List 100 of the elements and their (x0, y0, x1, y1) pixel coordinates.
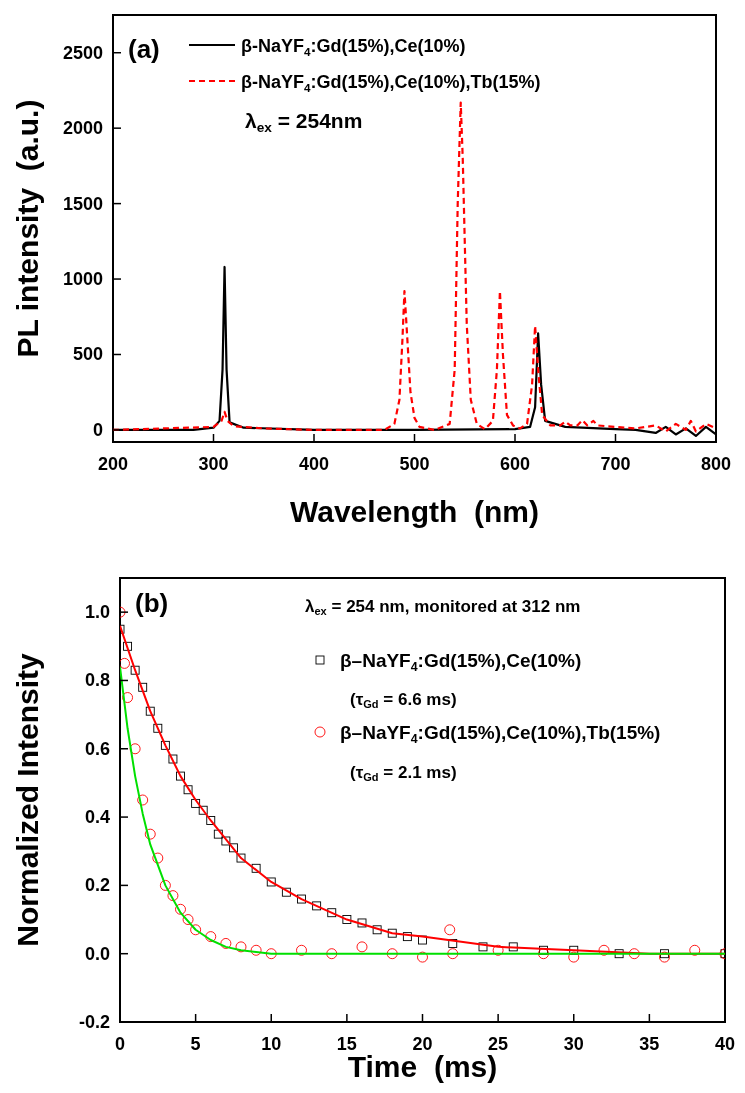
point (205, 931, 217, 943)
y-tick-label: -0.2 (78, 1012, 110, 1032)
point (198, 805, 208, 815)
y-tick-label: 0.4 (84, 807, 110, 828)
point (183, 785, 193, 795)
x-tick-label: 0 (114, 1034, 126, 1054)
point (568, 951, 580, 963)
point (614, 949, 624, 959)
point (418, 935, 427, 945)
x-tick-label: 40 (714, 1034, 736, 1054)
point (387, 928, 397, 938)
point (312, 901, 322, 911)
point (357, 918, 367, 928)
point (538, 948, 549, 960)
point (159, 879, 171, 891)
legend-label: β-NaYF$_{4}$:Gd(15%),Ce(10%),Tb(15%) (241, 72, 541, 94)
y-tick-label: 0.6 (84, 738, 110, 759)
point (598, 944, 610, 956)
point (342, 915, 352, 924)
point (296, 944, 307, 956)
point (444, 924, 456, 936)
point (144, 828, 156, 840)
point (386, 948, 398, 960)
point (628, 948, 640, 960)
x-tick-label: 700 (600, 454, 631, 474)
point (402, 932, 412, 942)
point (153, 723, 163, 733)
point (447, 948, 459, 960)
y-tick-label: 1500 (62, 193, 103, 214)
point (175, 903, 186, 915)
point (659, 951, 670, 963)
y-tick-label: 2000 (62, 118, 103, 139)
point (235, 941, 247, 953)
point (236, 853, 246, 863)
point (213, 829, 223, 839)
point (152, 852, 164, 864)
x-tick-label: 400 (298, 454, 330, 474)
point (221, 836, 231, 846)
point (417, 951, 428, 963)
y-tick-label: 500 (72, 344, 103, 365)
legend-label: β-NaYF$_{4}$:Gd(15%),Ce(10%) (241, 36, 466, 58)
annotation: λ$_{ex}$ = 254 nm, monitored at 312 nm (305, 597, 581, 618)
point (129, 743, 141, 755)
x-tick-label: 300 (198, 454, 229, 474)
point (120, 657, 130, 669)
point (326, 948, 338, 960)
legend-label: β–NaYF$_{4}$:Gd(15%),Ce(10%),Tb(15%) (340, 722, 661, 746)
y-tick-label: 2500 (62, 42, 103, 63)
legend-label: β–NaYF$_{4}$:Gd(15%),Ce(10%) (340, 650, 582, 674)
y-tick-label: 0.2 (84, 875, 110, 896)
point (220, 938, 232, 949)
y-tick-label: 0 (92, 419, 103, 440)
point (569, 945, 579, 955)
point (182, 914, 194, 925)
point (167, 890, 179, 902)
point (123, 641, 133, 651)
point (160, 740, 170, 750)
y-tick-label: 1.0 (84, 602, 110, 623)
point (266, 877, 276, 887)
annotation: (τ$_{Gd}$ = 6.6 ms) (350, 690, 457, 711)
point (138, 682, 148, 692)
point (190, 924, 202, 936)
y-tick-label: 0.0 (84, 943, 110, 964)
y-tick-label: 1000 (62, 269, 103, 290)
point (206, 816, 216, 825)
point (372, 925, 382, 935)
point (660, 949, 669, 959)
point (228, 843, 238, 853)
point (122, 692, 134, 703)
annotation: (a) (128, 34, 160, 64)
point (492, 944, 504, 956)
point (478, 942, 488, 952)
point (265, 948, 277, 960)
x-tick-label: 35 (639, 1034, 660, 1054)
point (508, 942, 518, 952)
annotation: λ$_{ex}$ = 254nm (245, 109, 363, 136)
point (168, 754, 178, 764)
x-tick-label: 500 (399, 454, 430, 474)
y-axis-title: PL intensity (a.u.) (11, 99, 44, 358)
point (137, 794, 149, 806)
point (356, 941, 368, 953)
x-tick-label: 200 (97, 454, 129, 474)
point (251, 863, 261, 873)
point (327, 908, 337, 918)
point (448, 939, 458, 948)
point (145, 706, 155, 716)
annotation: (τ$_{Gd}$ = 2.1 ms) (350, 763, 457, 784)
point (539, 945, 548, 955)
annotation: (b) (135, 588, 169, 618)
x-axis-title: Wavelength (nm) (290, 495, 539, 528)
point (297, 894, 306, 904)
x-tick-label: 5 (190, 1034, 201, 1054)
point (176, 771, 185, 781)
point (130, 665, 140, 675)
point (689, 944, 701, 956)
point (191, 798, 201, 808)
y-axis-title: Normalized Intensity (11, 652, 44, 947)
point (281, 887, 291, 897)
x-tick-label: 10 (261, 1034, 282, 1054)
x-tick-label: 30 (563, 1034, 584, 1054)
